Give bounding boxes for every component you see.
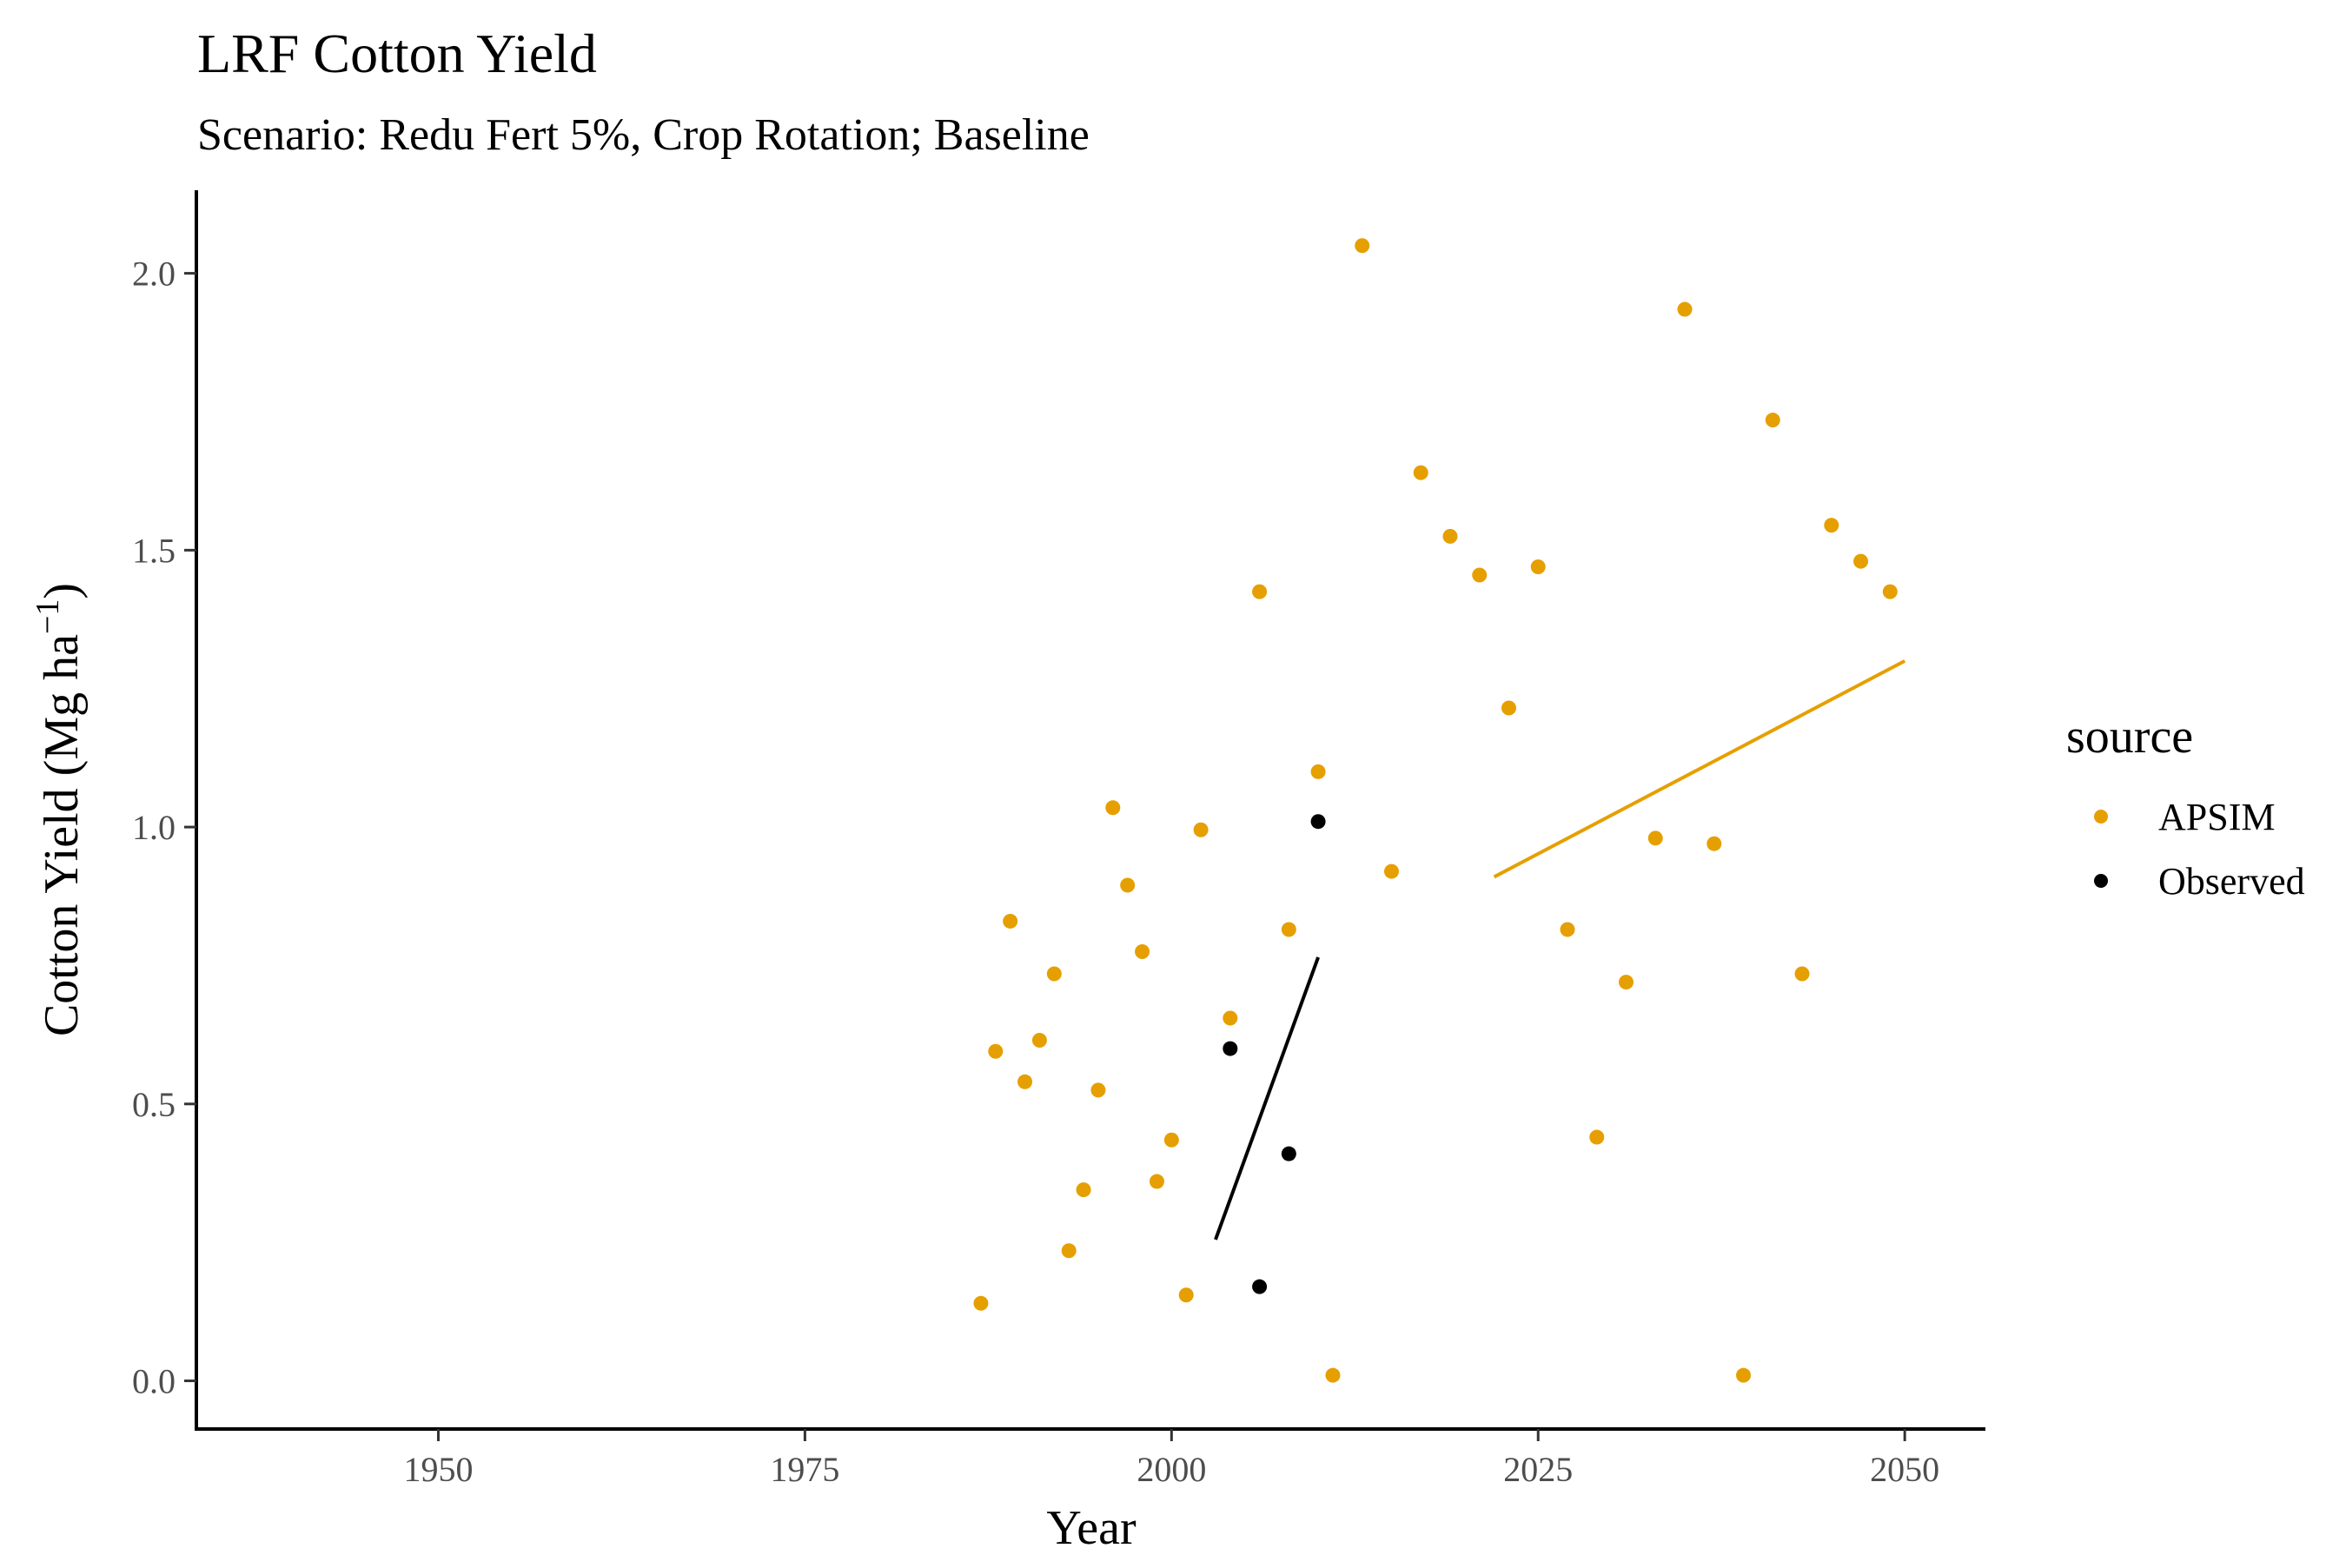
point-apsim [1149,1174,1164,1189]
x-tick-label: 2050 [1870,1450,1939,1489]
trend-lines-group [1214,659,1906,1241]
axes-group [195,190,1985,1431]
point-apsim [1501,700,1516,716]
y-axis-label: Cotton Yield (Mg ha−1) [30,583,89,1036]
point-apsim [1383,863,1399,879]
y-axis-label-close: ) [35,583,89,599]
point-apsim [1003,913,1018,929]
legend-label-observed: Observed [2158,860,2305,903]
legend-title: source [2066,710,2193,764]
point-apsim [1442,528,1458,544]
point-apsim [1193,822,1209,837]
point-apsim [1061,1243,1077,1259]
x-tick-label: 2025 [1503,1450,1573,1489]
x-ticks-group: 1950 1975 2000 2025 2050 [403,1429,1939,1489]
chart-subtitle: Scenario: Redu Fert 5%, Crop Rotation; B… [197,110,1090,160]
chart-title: LRF Cotton Yield [197,23,597,84]
point-apsim [973,1295,989,1311]
point-apsim [1163,1132,1179,1148]
point-apsim [1120,877,1136,893]
legend-key-apsim [2094,810,2108,824]
point-apsim [1355,238,1370,254]
legend-key-observed [2094,874,2108,888]
point-apsim [1105,800,1121,816]
y-tick-label: 0.0 [132,1362,176,1401]
point-apsim [1706,836,1722,851]
point-apsim [1325,1367,1341,1383]
point-apsim [1736,1367,1752,1383]
trend-line-observed [1214,956,1320,1241]
point-apsim [1090,1082,1106,1098]
point-apsim [1178,1287,1194,1303]
point-apsim [1530,559,1546,574]
point-apsim [1017,1074,1033,1089]
point-observed [1281,1146,1296,1161]
point-apsim [1589,1129,1605,1145]
point-observed [1252,1279,1268,1294]
legend: source APSIM Observed [2066,710,2305,903]
point-apsim [1413,465,1428,480]
point-apsim [1135,944,1150,960]
y-tick-label: 0.5 [132,1085,176,1124]
points-group [973,238,1898,1383]
point-apsim [1310,764,1326,779]
point-apsim [1281,922,1296,937]
point-observed [1223,1041,1238,1056]
point-apsim [1560,922,1575,937]
point-apsim [1472,567,1488,583]
point-apsim [1076,1182,1091,1198]
x-tick-label: 1950 [403,1450,473,1489]
y-axis-label-main: Cotton Yield (Mg ha [35,634,89,1036]
trend-line-apsim [1493,659,1906,879]
point-apsim [988,1043,1004,1059]
legend-label-apsim: APSIM [2158,796,2276,838]
point-apsim [1252,584,1268,599]
y-axis-label-sup: −1 [30,599,66,634]
y-tick-label: 1.5 [132,531,176,570]
y-tick-label: 2.0 [132,255,176,294]
point-observed [1310,814,1326,830]
point-apsim [1853,553,1869,569]
point-apsim [1824,518,1839,533]
point-apsim [1031,1033,1047,1049]
point-apsim [1619,975,1634,990]
point-apsim [1223,1010,1238,1026]
x-tick-label: 2000 [1137,1450,1206,1489]
point-apsim [1046,966,1062,982]
point-apsim [1647,830,1663,846]
y-tick-label: 1.0 [132,808,176,847]
y-ticks-group: 0.0 0.5 1.0 1.5 2.0 [132,255,196,1401]
x-tick-label: 1975 [770,1450,839,1489]
point-apsim [1882,584,1898,599]
point-apsim [1677,301,1693,317]
point-apsim [1765,413,1780,428]
x-axis-label: Year [1046,1501,1137,1555]
point-apsim [1794,966,1810,982]
